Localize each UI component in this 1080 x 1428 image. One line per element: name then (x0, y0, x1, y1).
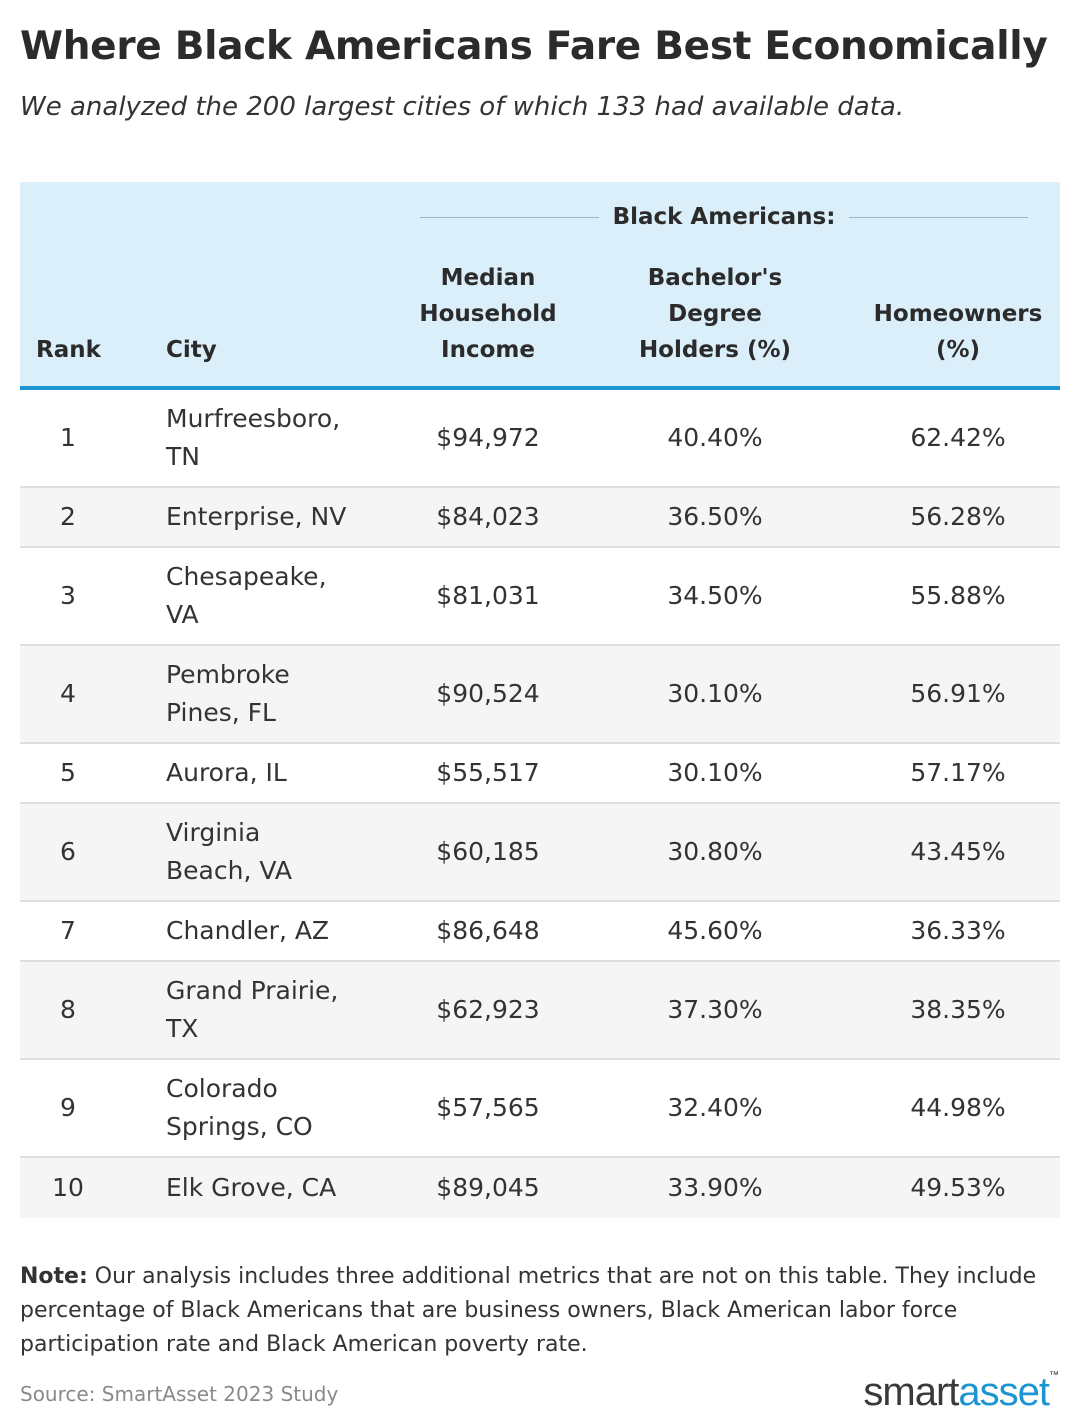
degree-cell: 32.40% (667, 1093, 763, 1122)
city-cell: Elk Grove, CA (166, 1169, 386, 1207)
income-cell: $60,185 (436, 837, 540, 866)
city-cell: Chandler, AZ (166, 912, 386, 950)
city-line: Chesapeake, (166, 562, 327, 591)
city-line: TX (166, 1014, 199, 1043)
income-cell: $55,517 (436, 758, 540, 787)
rank-cell: 9 (60, 1093, 76, 1122)
income-cell: $81,031 (436, 581, 540, 610)
footnote-text: Our analysis includes three additional m… (20, 1264, 1037, 1357)
city-cell: Grand Prairie, TX (166, 972, 386, 1048)
city-line: Virginia (166, 818, 261, 847)
city-cell: Pembroke Pines, FL (166, 656, 386, 732)
city-line: Beach, VA (166, 856, 292, 885)
footnote: Note: Our analysis includes three additi… (20, 1260, 1060, 1362)
column-header-degree: Bachelor's Degree Holders (%) (638, 265, 792, 363)
rank-cell: 6 (60, 837, 76, 866)
income-cell: $62,923 (436, 995, 540, 1024)
homeowners-cell: 49.53% (910, 1173, 1006, 1202)
group-header-label: Black Americans: (612, 204, 836, 230)
page-title: Where Black Americans Fare Best Economic… (20, 24, 1048, 69)
degree-cell: 34.50% (667, 581, 763, 610)
table-body: 1 Murfreesboro, TN $94,972 40.40% 62.42% 2 Ente… (20, 390, 1060, 1218)
column-header-rank: Rank (36, 337, 101, 363)
city-line: VA (166, 600, 199, 629)
homeowners-cell: 36.33% (910, 916, 1006, 945)
city-line: Enterprise, NV (166, 502, 347, 531)
city-cell: Colorado Springs, CO (166, 1070, 386, 1146)
table-row: 2 Enterprise, NV $84,023 36.50% 56.28% (20, 488, 1060, 548)
table-row: 8 Grand Prairie, TX $62,923 37.30% 38.35% (20, 962, 1060, 1060)
column-header-income: Median Household Income (419, 265, 557, 363)
rank-cell: 3 (60, 581, 76, 610)
table-row: 4 Pembroke Pines, FL $90,524 30.10% 56.91% (20, 646, 1060, 744)
city-line: Springs, CO (166, 1112, 313, 1141)
city-cell: Aurora, IL (166, 754, 386, 792)
table-row: 6 Virginia Beach, VA $60,185 30.80% 43.45% (20, 804, 1060, 902)
degree-cell: 30.10% (667, 758, 763, 787)
income-cell: $86,648 (436, 916, 540, 945)
page-subtitle: We analyzed the 200 largest cities of wh… (20, 92, 905, 122)
table-row: 1 Murfreesboro, TN $94,972 40.40% 62.42% (20, 390, 1060, 488)
table-header: Black Americans: Rank City Median Househ… (20, 182, 1060, 390)
group-header: Black Americans: (420, 204, 1029, 230)
income-cell: $94,972 (436, 423, 540, 452)
rank-cell: 8 (60, 995, 76, 1024)
city-line: Aurora, IL (166, 758, 287, 787)
rank-cell: 7 (60, 916, 76, 945)
rankings-table: Black Americans: Rank City Median Househ… (20, 182, 1060, 1218)
homeowners-cell: 43.45% (910, 837, 1006, 866)
homeowners-cell: 44.98% (910, 1093, 1006, 1122)
table-row: 9 Colorado Springs, CO $57,565 32.40% 44.98% (20, 1060, 1060, 1158)
source-credit: Source: SmartAsset 2023 Study (20, 1382, 339, 1406)
city-line: Murfreesboro, (166, 404, 341, 433)
degree-cell: 30.10% (667, 679, 763, 708)
footnote-label: Note: (20, 1264, 88, 1289)
smartasset-logo: smartasset™ (863, 1370, 1059, 1414)
homeowners-cell: 55.88% (910, 581, 1006, 610)
rank-cell: 1 (60, 423, 76, 452)
degree-cell: 36.50% (667, 502, 763, 531)
income-cell: $84,023 (436, 502, 540, 531)
city-line: TN (166, 442, 200, 471)
income-cell: $89,045 (436, 1173, 540, 1202)
homeowners-cell: 56.91% (910, 679, 1006, 708)
table-row: 3 Chesapeake, VA $81,031 34.50% 55.88% (20, 548, 1060, 646)
rank-cell: 10 (52, 1173, 84, 1202)
homeowners-cell: 57.17% (910, 758, 1006, 787)
income-cell: $57,565 (436, 1093, 540, 1122)
degree-cell: 40.40% (667, 423, 763, 452)
city-line: Elk Grove, CA (166, 1173, 337, 1202)
degree-cell: 37.30% (667, 995, 763, 1024)
rank-cell: 4 (60, 679, 76, 708)
city-cell: Enterprise, NV (166, 498, 386, 536)
column-header-homeowners: Homeowners (%) (873, 301, 1043, 363)
table-row: 5 Aurora, IL $55,517 30.10% 57.17% (20, 744, 1060, 804)
city-line: Grand Prairie, (166, 976, 339, 1005)
homeowners-cell: 38.35% (910, 995, 1006, 1024)
rank-cell: 5 (60, 758, 76, 787)
city-cell: Virginia Beach, VA (166, 814, 386, 890)
income-cell: $90,524 (436, 679, 540, 708)
column-header-city: City (166, 337, 217, 363)
city-cell: Murfreesboro, TN (166, 400, 386, 476)
rank-cell: 2 (60, 502, 76, 531)
degree-cell: 30.80% (667, 837, 763, 866)
table-row: 10 Elk Grove, CA $89,045 33.90% 49.53% (20, 1158, 1060, 1218)
city-line: Colorado (166, 1074, 278, 1103)
table-row: 7 Chandler, AZ $86,648 45.60% 36.33% (20, 902, 1060, 962)
homeowners-cell: 62.42% (910, 423, 1006, 452)
degree-cell: 45.60% (667, 916, 763, 945)
group-divider-left (420, 216, 599, 218)
homeowners-cell: 56.28% (910, 502, 1006, 531)
group-divider-right (849, 216, 1029, 218)
city-line: Chandler, AZ (166, 916, 330, 945)
city-line: Pines, FL (166, 698, 276, 727)
degree-cell: 33.90% (667, 1173, 763, 1202)
city-line: Pembroke (166, 660, 290, 689)
city-cell: Chesapeake, VA (166, 558, 386, 634)
